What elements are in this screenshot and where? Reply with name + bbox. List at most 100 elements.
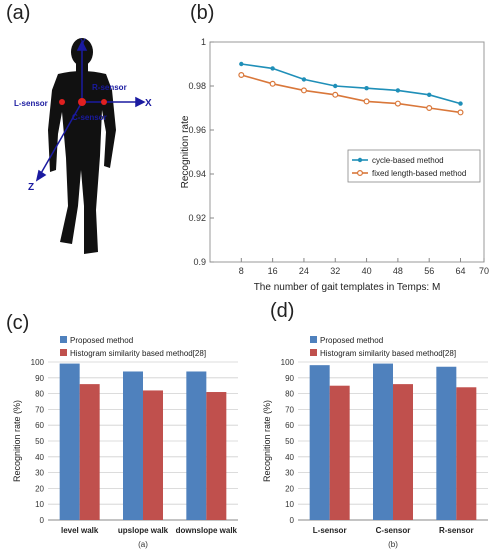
y-tick-label: 10 bbox=[35, 500, 44, 509]
y-tick-label: 30 bbox=[35, 469, 44, 478]
data-point bbox=[457, 109, 464, 116]
y-tick-label: 40 bbox=[35, 453, 44, 462]
legend-label: Proposed method bbox=[320, 336, 383, 345]
x-tick-label: 48 bbox=[393, 266, 403, 276]
bar-2 bbox=[329, 385, 350, 520]
bar-1 bbox=[59, 363, 80, 520]
data-point bbox=[270, 66, 275, 71]
center-sensor-dot bbox=[78, 98, 86, 106]
legend-box bbox=[347, 149, 481, 183]
y-tick-label: 1 bbox=[201, 37, 206, 47]
bar-1 bbox=[436, 366, 457, 520]
left-sensor-dot bbox=[59, 99, 65, 105]
y-tick-label: 20 bbox=[35, 484, 44, 493]
panel-label-a: (a) bbox=[6, 2, 31, 24]
data-point bbox=[364, 86, 369, 91]
right-sensor-dot bbox=[101, 99, 107, 105]
x-tick-label: 70 bbox=[479, 266, 489, 276]
y-tick-label: 60 bbox=[285, 421, 294, 430]
legend-marker bbox=[357, 170, 364, 177]
y-axis-title: Recognition rate bbox=[180, 115, 191, 188]
chart-caption: (a) bbox=[138, 540, 148, 549]
data-point bbox=[238, 71, 245, 78]
chart-b-line: 0.9 0.92 0.94 0.96 0.98 1 8 16 24 32 40 48 56 64 70 The… bbox=[180, 37, 489, 293]
x-category-label: downslope walk bbox=[176, 526, 238, 535]
c-sensor-label: C-sensor bbox=[72, 113, 107, 122]
x-axis-label: X bbox=[145, 98, 152, 109]
y-tick-label: 50 bbox=[35, 437, 44, 446]
x-tick-label: 56 bbox=[424, 266, 434, 276]
y-tick-label: 0.98 bbox=[188, 81, 206, 91]
data-point bbox=[300, 87, 307, 94]
y-axis-title: Recognition rate (%) bbox=[262, 400, 272, 482]
axes-arrows bbox=[35, 40, 146, 182]
data-point bbox=[395, 88, 401, 93]
legend-swatch bbox=[60, 336, 67, 343]
y-tick-label: 0 bbox=[40, 516, 45, 525]
x-category-label: level walk bbox=[61, 526, 99, 535]
x-axis-title: The number of gait templates in Temps: M bbox=[254, 282, 441, 293]
y-tick-label: 80 bbox=[285, 390, 294, 399]
legend-marker bbox=[357, 157, 363, 163]
legend-label: cycle-based method bbox=[372, 156, 444, 165]
legend-swatch bbox=[310, 336, 317, 343]
chart-d-bar: 0 10 20 30 40 50 60 70 80 90 100 L-sensor C-sensor R-… bbox=[262, 336, 488, 549]
y-tick-label: 70 bbox=[35, 405, 44, 414]
panel-label-d: (d) bbox=[270, 300, 295, 322]
bar-1 bbox=[373, 363, 393, 520]
x-tick-label: 32 bbox=[330, 266, 340, 276]
y-axis-title: Recognition rate (%) bbox=[12, 400, 22, 482]
legend-label: Proposed method bbox=[70, 336, 133, 345]
series-line-1 bbox=[241, 63, 461, 105]
y-tick-label: 0.92 bbox=[188, 213, 206, 223]
legend-swatch bbox=[60, 349, 67, 356]
data-point bbox=[239, 61, 244, 67]
y-tick-label: 20 bbox=[285, 484, 294, 493]
data-point bbox=[269, 80, 276, 87]
bar-2 bbox=[79, 384, 100, 520]
x-tick-label: 24 bbox=[299, 266, 309, 276]
legend-label: Histogram similarity based method[28] bbox=[70, 349, 206, 358]
y-tick-label: 30 bbox=[285, 469, 294, 478]
legend-label: Histogram similarity based method[28] bbox=[320, 349, 456, 358]
x-tick-label: 8 bbox=[239, 266, 244, 276]
y-tick-label: 70 bbox=[285, 405, 294, 414]
x-tick-label: 40 bbox=[362, 266, 372, 276]
z-axis-label: Z bbox=[28, 182, 34, 193]
data-point bbox=[427, 92, 432, 98]
bar-2 bbox=[456, 387, 477, 520]
series-line-2 bbox=[241, 74, 461, 114]
y-tick-label: 80 bbox=[35, 390, 44, 399]
legend-swatch bbox=[310, 349, 317, 356]
y-tick-label: 100 bbox=[281, 358, 295, 367]
chart-c-bar: 0 10 20 30 40 50 60 70 80 90 100 level walk upslope … bbox=[12, 336, 238, 549]
data-point bbox=[301, 77, 307, 82]
legend-label: fixed length-based method bbox=[372, 169, 466, 178]
y-tick-label: 10 bbox=[285, 500, 294, 509]
y-tick-label: 0.96 bbox=[188, 125, 206, 135]
x-tick-label: 16 bbox=[268, 266, 278, 276]
l-sensor-label: L-sensor bbox=[14, 99, 48, 108]
y-tick-label: 90 bbox=[285, 374, 294, 383]
y-axis-label: Y bbox=[80, 37, 86, 47]
bar-2 bbox=[143, 390, 163, 520]
r-sensor-label: R-sensor bbox=[92, 83, 127, 92]
data-point bbox=[333, 83, 338, 89]
chart-caption: (b) bbox=[388, 540, 398, 549]
x-category-label: upslope walk bbox=[118, 526, 169, 535]
figure-a-illustration: Y X Z L-sensor R-sensor C-sensor bbox=[14, 37, 152, 254]
y-tick-label: 50 bbox=[285, 437, 294, 446]
x-tick-label: 64 bbox=[456, 266, 466, 276]
bar-2 bbox=[393, 384, 413, 520]
y-tick-label: 0.94 bbox=[188, 169, 206, 179]
x-category-label: R-sensor bbox=[439, 526, 474, 535]
y-tick-label: 60 bbox=[35, 421, 44, 430]
y-tick-label: 100 bbox=[31, 358, 45, 367]
bar-1 bbox=[186, 371, 207, 520]
bar-1 bbox=[123, 371, 143, 520]
bar-1 bbox=[309, 365, 330, 520]
y-tick-label: 40 bbox=[285, 453, 294, 462]
panel-label-b: (b) bbox=[190, 2, 215, 24]
data-point bbox=[394, 100, 401, 107]
y-tick-label: 0 bbox=[290, 516, 295, 525]
